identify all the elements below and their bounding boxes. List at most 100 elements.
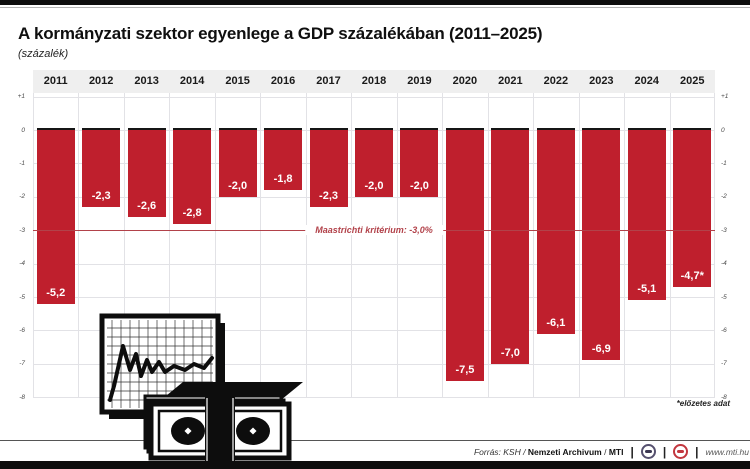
y-tick-label: 0 <box>21 126 25 134</box>
vertical-gridline <box>124 93 125 397</box>
vertical-gridline <box>579 93 580 397</box>
y-tick-label: -4 <box>721 260 727 268</box>
source-text: Forrás: KSH / Nemzeti Archivum / MTI <box>474 447 623 457</box>
horizontal-gridline <box>33 330 715 332</box>
vertical-gridline <box>306 93 307 397</box>
bar-value-label: -4,7* <box>680 269 704 282</box>
year-axis-strip: 2011 2012 2013 2014 2015 2016 2017 2018 2019 2020… <box>33 70 715 93</box>
year-label: 2015 <box>225 75 250 87</box>
y-tick-label: -7 <box>19 360 25 368</box>
y-tick-label: -4 <box>19 260 25 268</box>
vertical-gridline <box>78 93 79 397</box>
year-label: 2014 <box>179 75 205 87</box>
money-stack <box>143 382 303 462</box>
year-label: 2012 <box>88 75 114 87</box>
top-border-bar <box>0 0 750 5</box>
source-prefix: Forrás: KSH / <box>473 446 526 457</box>
bar <box>673 128 712 287</box>
maastricht-criterion-label: Maastrichti kritérium: -3,0% <box>305 225 443 236</box>
year-label: 2023 <box>589 75 614 87</box>
y-tick-label: -7 <box>721 360 727 368</box>
bar <box>355 128 393 197</box>
y-tick-label: +1 <box>17 93 25 101</box>
vertical-gridline <box>533 93 534 397</box>
bar-value-label: -2,0 <box>364 179 384 192</box>
bar-value-label: -5,2 <box>46 286 66 299</box>
bar-value-label: -7,0 <box>500 346 520 359</box>
y-tick-label: -8 <box>721 393 727 401</box>
bottom-border-bar <box>0 461 750 469</box>
bar <box>218 128 257 197</box>
y-tick-label: -3 <box>19 226 25 234</box>
page-title: A kormányzati szektor egyenlege a GDP sz… <box>18 24 543 43</box>
bar-value-label: -2,6 <box>137 199 157 212</box>
year-label: 2011 <box>43 75 68 87</box>
y-tick-label: -2 <box>19 193 25 201</box>
mtva-logo-icon <box>640 444 656 459</box>
page-subtitle: (százalék) <box>18 48 69 60</box>
bar-value-label: -2,0 <box>228 179 248 192</box>
bar-value-label: -2,8 <box>182 206 202 219</box>
source-separator: / <box>604 446 607 457</box>
horizontal-gridline <box>33 297 715 298</box>
source-mti: MTI <box>608 446 624 457</box>
bar <box>400 128 439 197</box>
year-label: 2018 <box>361 75 387 87</box>
mti-logo-icon <box>673 444 689 459</box>
vertical-gridline <box>215 93 216 397</box>
footer-source-row: Forrás: KSH / Nemzeti Archivum / MTI | |… <box>474 443 749 460</box>
horizontal-gridline <box>33 363 715 365</box>
horizontal-gridline <box>33 263 715 265</box>
y-tick-label: -6 <box>19 326 25 334</box>
source-archive: Nemzeti Archivum <box>527 446 602 457</box>
year-label: 2024 <box>634 75 660 87</box>
bar-value-label: -5,1 <box>637 283 657 296</box>
vertical-gridline <box>33 93 34 397</box>
year-label: 2019 <box>407 75 432 87</box>
y-tick-label: +1 <box>721 93 729 101</box>
bar <box>173 128 212 224</box>
bar <box>491 128 530 364</box>
vertical-gridline <box>442 93 443 397</box>
y-axis-right: +1 0 -1 -2 -3 -4 -5 -6 -7 -8 <box>719 93 749 401</box>
preliminary-data-footnote: *előzetes adat <box>676 399 730 408</box>
bar <box>127 128 166 217</box>
bar-value-label: -6,1 <box>546 316 566 329</box>
y-tick-label: -1 <box>19 159 25 167</box>
horizontal-gridline <box>33 96 715 98</box>
website-url: www.mti.hu <box>705 446 749 457</box>
y-tick-label: -3 <box>721 226 727 234</box>
horizontal-gridline <box>33 196 715 198</box>
vertical-gridline <box>670 93 671 397</box>
vertical-gridline <box>624 93 625 397</box>
chart-and-money-icon <box>99 313 303 462</box>
y-tick-label: -2 <box>721 193 727 201</box>
year-label: 2017 <box>316 75 341 87</box>
top-divider-line <box>0 7 750 8</box>
y-tick-label: -8 <box>19 393 25 401</box>
y-axis-left: +1 0 -1 -2 -3 -4 -5 -6 -7 -8 <box>0 93 27 401</box>
y-tick-label: -6 <box>721 326 727 334</box>
year-label: 2022 <box>543 75 569 87</box>
footer-divider-line <box>0 440 750 441</box>
year-label: 2013 <box>134 75 159 87</box>
horizontal-gridline <box>33 397 715 399</box>
footer-pipe: | <box>695 444 699 459</box>
bar <box>82 128 121 207</box>
bar-value-label: -6,9 <box>591 343 611 356</box>
footer-pipe: | <box>662 444 667 459</box>
bar-value-label: -1,8 <box>273 173 293 186</box>
vertical-gridline <box>714 93 715 397</box>
footer-pipe: | <box>630 444 634 459</box>
bar <box>445 128 484 381</box>
vertical-gridline <box>169 93 170 397</box>
year-label: 2021 <box>498 75 523 87</box>
bar <box>309 128 348 207</box>
vertical-gridline <box>260 93 261 397</box>
year-label: 2020 <box>452 75 478 87</box>
bar-value-label: -2,0 <box>409 179 429 192</box>
bar <box>582 128 621 361</box>
vertical-gridline <box>488 93 489 397</box>
y-tick-label: -1 <box>721 159 727 167</box>
